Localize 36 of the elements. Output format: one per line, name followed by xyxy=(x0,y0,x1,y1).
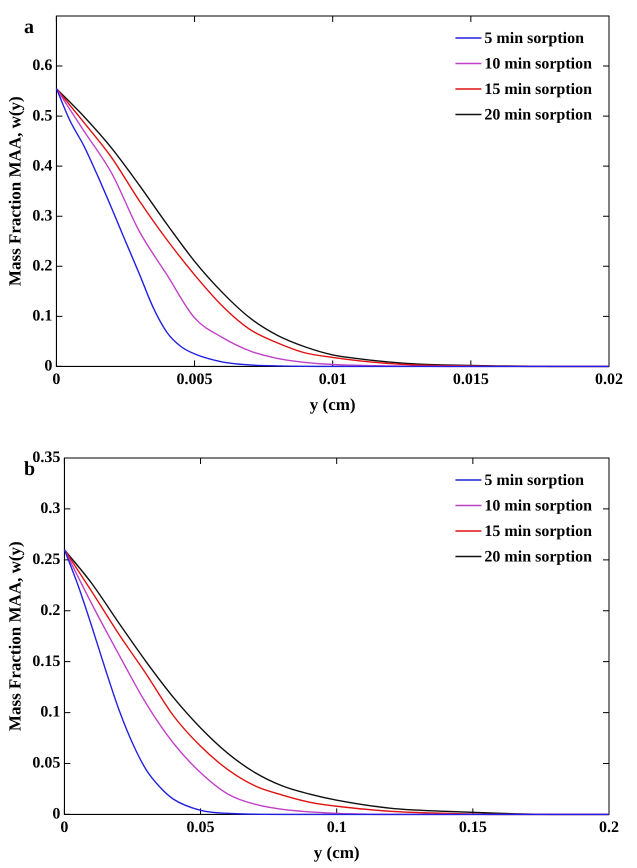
legend-label: 10 min sorption xyxy=(484,498,592,515)
x-tick-label: 0.05 xyxy=(186,819,215,836)
y-tick-label: 0.25 xyxy=(32,550,60,568)
y-tick-label: 0.6 xyxy=(32,57,52,74)
y-tick-label: 0 xyxy=(52,806,60,823)
y-tick-label: 0 xyxy=(44,358,52,375)
x-tick-label: 0.2 xyxy=(599,819,619,836)
x-tick-label: 0.015 xyxy=(452,371,489,388)
legend-label: 10 min sorption xyxy=(484,56,592,73)
text: a xyxy=(24,16,34,38)
y-tick-label: 0.15 xyxy=(32,652,60,670)
legend-label: 15 min sorption xyxy=(484,81,592,98)
legend-label: 20 min sorption xyxy=(484,548,592,566)
y-tick-label: 0.5 xyxy=(32,107,52,124)
y-axis-title: Mass Fraction MAA, w(y) xyxy=(6,541,25,732)
y-tick-label: 0.1 xyxy=(40,704,60,721)
x-tick-label: 0.005 xyxy=(176,371,213,388)
y-tick-label: 0.05 xyxy=(32,754,60,772)
legend-label: 5 min sorption xyxy=(484,30,584,48)
x-axis-title: y (cm) xyxy=(310,395,356,414)
x-tick-label: 0.15 xyxy=(458,819,487,836)
y-tick-label: 0.2 xyxy=(40,602,60,619)
y-tick-label: 0.35 xyxy=(32,449,60,466)
y-tick-label: 0.4 xyxy=(32,157,52,174)
x-tick-label: 0.1 xyxy=(326,819,347,836)
x-tick-label: 0.01 xyxy=(318,371,347,388)
legend-label: 15 min sorption xyxy=(484,523,592,540)
y-tick-label: 0.3 xyxy=(40,500,60,518)
y-axis-title: Mass Fraction MAA, w(y) xyxy=(6,96,25,286)
y-tick-label: 0.1 xyxy=(32,307,52,324)
y-tick-label: 0.2 xyxy=(32,257,52,274)
x-tick-label: 0.02 xyxy=(595,371,623,388)
x-axis-title: y (cm) xyxy=(314,843,360,862)
legend-label: 20 min sorption xyxy=(484,106,592,124)
legend-label: 5 min sorption xyxy=(484,472,584,490)
y-tick-label: 0.3 xyxy=(32,207,52,224)
